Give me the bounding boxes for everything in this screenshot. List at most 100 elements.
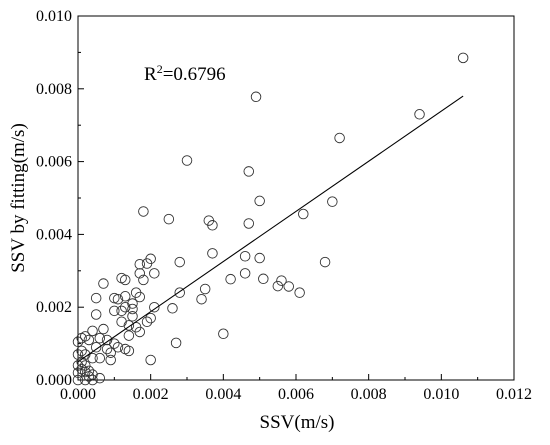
data-point: [272, 280, 284, 292]
y-tick-label: 0.010: [36, 8, 72, 25]
data-point: [207, 220, 218, 231]
data-point: [116, 272, 127, 284]
data-point: [174, 256, 185, 268]
data-point: [254, 195, 265, 207]
data-point: [130, 287, 142, 298]
y-tick-label: 0.000: [36, 372, 72, 389]
x-tick-label: 0.012: [496, 386, 532, 403]
data-point: [119, 291, 131, 302]
data-point: [199, 283, 211, 295]
data-point: [239, 268, 251, 279]
data-point: [109, 305, 120, 317]
data-point: [72, 336, 84, 348]
x-axis-title: SSV(m/s): [260, 412, 335, 433]
data-point: [145, 354, 156, 366]
data-point: [327, 196, 338, 207]
data-point: [105, 354, 116, 366]
data-point: [134, 258, 146, 270]
data-point: [98, 278, 109, 289]
x-tick-label: 0.000: [60, 386, 96, 403]
data-point: [134, 268, 146, 279]
data-point: [87, 352, 98, 364]
data-point: [90, 309, 102, 320]
x-tick-label: 0.010: [423, 386, 459, 403]
data-point: [141, 258, 153, 269]
data-point: [149, 301, 160, 313]
data-point: [127, 303, 138, 315]
data-point: [414, 109, 425, 120]
x-tick-label: 0.006: [278, 386, 314, 403]
data-point: [225, 273, 236, 285]
data-point: [254, 252, 265, 264]
y-tick-label: 0.006: [36, 154, 72, 171]
data-point: [109, 292, 120, 304]
data-point: [283, 281, 294, 292]
data-point: [98, 323, 109, 335]
data-point: [145, 312, 156, 324]
y-tick-label: 0.008: [36, 81, 72, 98]
data-point: [239, 250, 251, 262]
data-point: [207, 248, 218, 259]
y-tick-label: 0.004: [36, 226, 72, 243]
data-point: [170, 337, 182, 349]
data-point: [243, 166, 255, 177]
data-point: [141, 316, 153, 328]
data-point: [101, 334, 113, 346]
data-point: [80, 360, 91, 371]
data-point: [101, 343, 113, 355]
data-point: [105, 347, 116, 358]
data-points: [72, 52, 469, 386]
data-point: [319, 256, 331, 268]
fit-line-layer: [77, 95, 464, 363]
x-tick-label: 0.008: [351, 386, 387, 403]
data-point: [258, 273, 269, 285]
data-point: [123, 330, 135, 341]
data-point: [457, 52, 469, 64]
data-point: [243, 218, 255, 229]
data-point: [167, 303, 178, 314]
data-point: [72, 374, 84, 386]
data-point: [72, 367, 84, 378]
y-axis-title: SSV by fitting(m/s): [8, 123, 29, 273]
data-point: [276, 275, 287, 286]
data-point: [334, 132, 345, 144]
data-point: [90, 292, 102, 304]
data-point: [94, 372, 106, 384]
x-tick-label: 0.002: [133, 386, 169, 403]
data-point: [87, 325, 98, 337]
data-point: [127, 311, 138, 322]
data-point: [116, 305, 127, 317]
data-point: [112, 341, 124, 353]
data-point: [163, 213, 175, 225]
data-point: [218, 328, 229, 340]
data-point: [138, 206, 149, 217]
data-point: [138, 274, 149, 286]
r-squared-annotation: R2=0.6796: [144, 62, 226, 85]
data-point: [76, 363, 87, 375]
data-point: [76, 345, 87, 357]
data-point: [72, 360, 84, 371]
data-point: [119, 301, 131, 313]
data-point: [134, 326, 146, 338]
data-point: [94, 352, 106, 364]
data-point: [90, 341, 102, 353]
data-point: [196, 293, 207, 305]
data-point: [174, 287, 185, 298]
data-point: [127, 298, 138, 309]
data-point: [298, 208, 309, 220]
data-point: [149, 268, 160, 279]
data-point: [294, 287, 305, 298]
data-point: [72, 349, 84, 360]
data-point: [116, 316, 127, 328]
data-point: [80, 366, 91, 378]
data-point: [123, 345, 135, 357]
data-point: [250, 91, 262, 103]
data-point: [94, 332, 106, 344]
y-tick-label: 0.002: [36, 299, 72, 316]
fit-line: [77, 95, 464, 363]
axes: 0.000 0.002 0.004 0.006 0.008 0.010 0.012 0.000…: [36, 8, 532, 403]
x-tick-label: 0.004: [205, 386, 241, 403]
data-point: [87, 374, 98, 386]
